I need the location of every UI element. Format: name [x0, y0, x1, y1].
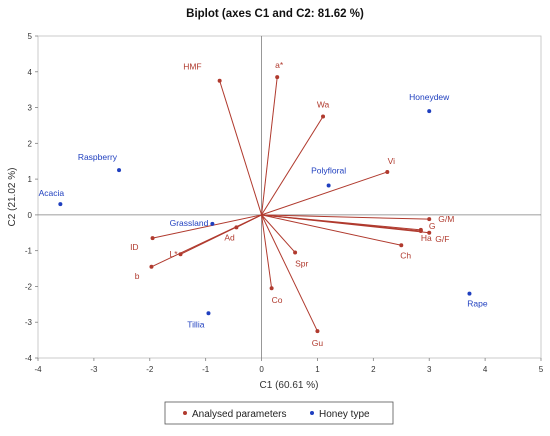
y-tick-label: -4: [25, 354, 33, 363]
legend-marker-parameters: [183, 411, 187, 415]
parameter-label-a: a*: [275, 60, 284, 70]
parameter-point-a: [275, 75, 280, 80]
parameter-point-l: [178, 252, 183, 257]
y-tick-label: 1: [28, 175, 33, 184]
honey-label-polyfloral: Polyfloral: [311, 166, 346, 176]
parameter-label-id: ID: [130, 242, 139, 252]
x-tick-label: -4: [34, 365, 42, 374]
parameter-point-gu: [315, 329, 320, 334]
parameter-point-vi: [385, 169, 390, 174]
vector-hmf: [219, 80, 263, 216]
vector-ch: [261, 214, 402, 246]
vector-ha: [261, 214, 421, 231]
y-tick-label: -3: [25, 318, 33, 327]
legend-box: [164, 401, 394, 425]
vector-vi: [261, 171, 388, 216]
x-tick-label: 4: [483, 365, 488, 374]
vector-wa: [261, 116, 324, 216]
parameter-label-ch: Ch: [400, 250, 411, 260]
y-tick-label: 0: [28, 211, 33, 220]
parameter-point-wa: [321, 114, 326, 119]
y-axis-title: C2 (21.02 %): [7, 168, 18, 227]
parameter-label-gu: Gu: [312, 338, 324, 348]
x-tick-label: 5: [539, 365, 544, 374]
honey-point-grassland: [210, 221, 215, 226]
parameter-label-g-m: G/M: [438, 214, 454, 224]
y-tick-label: -1: [25, 247, 33, 256]
parameter-label-l: L*: [169, 249, 178, 259]
parameter-point-id: [150, 236, 155, 241]
vector-spr: [261, 214, 296, 253]
honey-label-honeydew: Honeydew: [409, 92, 450, 102]
parameter-label-ha: Ha: [421, 233, 432, 243]
vector-b: [151, 214, 262, 268]
parameter-point-b: [149, 264, 154, 269]
vector-a: [261, 77, 278, 215]
honey-label-tillia: Tillia: [187, 319, 204, 329]
honey-point-honeydew: [427, 109, 432, 114]
parameter-point-co: [269, 286, 274, 291]
points-layer: [58, 75, 472, 334]
honey-label-grassland: Grassland: [170, 218, 209, 228]
x-tick-label: -2: [146, 365, 154, 374]
honey-label-acacia: Acacia: [39, 188, 65, 198]
legend-marker-honey-type: [310, 411, 314, 415]
honey-point-raspberry: [117, 168, 122, 173]
x-tick-label: -3: [90, 365, 98, 374]
honey-point-acacia: [58, 202, 63, 207]
honey-point-rape: [467, 291, 472, 296]
y-tick-label: 4: [28, 68, 33, 77]
parameter-label-spr: Spr: [295, 258, 308, 268]
x-tick-label: 0: [259, 365, 264, 374]
chart-title: Biplot (axes C1 and C2: 81.62 %): [186, 8, 364, 20]
vector-g-m: [261, 214, 430, 220]
labels-layer: HMF a* Wa Vi G/MG G/FHa Ch Ad ID L* b Spr Co Gu Honeyd…: [39, 60, 488, 348]
parameter-label-hmf: HMF: [183, 62, 201, 72]
honey-label-rape: Rape: [467, 299, 488, 309]
legend-label-parameters: Analysed parameters: [192, 409, 287, 420]
x-axis-title: C1 (60.61 %): [260, 380, 319, 391]
parameter-point-hmf: [217, 78, 222, 83]
parameter-label-vi: Vi: [388, 156, 396, 166]
y-tick-label: 3: [28, 104, 33, 113]
parameter-point-ha: [418, 227, 423, 232]
parameter-label-g-f: G/F: [435, 234, 449, 244]
x-tick-label: -1: [202, 365, 210, 374]
vector-id: [152, 214, 262, 239]
parameter-label-g: G: [429, 221, 436, 231]
parameter-point-spr: [293, 250, 298, 255]
parameter-point-g-f: [427, 230, 432, 235]
parameter-label-wa: Wa: [317, 100, 330, 110]
honey-label-raspberry: Raspberry: [78, 152, 118, 162]
parameter-point-ch: [399, 243, 404, 248]
parameter-point-g-m: [427, 217, 432, 222]
vectors-layer: [151, 77, 430, 332]
x-tick-label: 1: [315, 365, 320, 374]
axes-layer: -4 -3 -2 -1 0 1 2 3 4 5 -4 -3 -2 -1 0 1 2 3 4 5: [25, 32, 544, 374]
y-tick-label: 2: [28, 139, 33, 148]
vector-gu: [261, 214, 318, 332]
legend-label-honey-type: Honey type: [319, 409, 370, 420]
parameter-label-co: Co: [272, 295, 283, 305]
honey-point-tillia: [206, 311, 211, 316]
parameter-point-ad: [234, 225, 239, 230]
vector-co: [261, 214, 273, 289]
y-tick-label: 5: [28, 32, 33, 41]
y-tick-label: -2: [25, 282, 33, 291]
x-tick-label: 3: [427, 365, 432, 374]
parameter-label-ad: Ad: [224, 232, 235, 242]
honey-point-polyfloral: [326, 183, 331, 188]
x-tick-label: 2: [371, 365, 376, 374]
plot-area-frame: [37, 35, 542, 359]
parameter-label-b: b: [135, 271, 140, 281]
